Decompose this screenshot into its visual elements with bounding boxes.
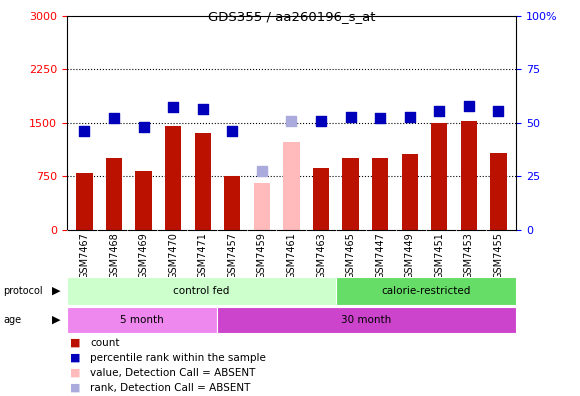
Point xyxy=(375,115,385,121)
Bar xyxy=(313,168,329,230)
Text: 30 month: 30 month xyxy=(341,315,392,325)
Bar xyxy=(136,171,152,230)
Text: ■: ■ xyxy=(70,352,81,363)
Text: count: count xyxy=(90,337,119,348)
Point xyxy=(494,108,503,114)
Bar xyxy=(461,121,477,230)
Bar xyxy=(165,126,182,230)
Point xyxy=(198,105,208,112)
Bar xyxy=(253,183,270,230)
Bar xyxy=(224,175,241,230)
Text: ■: ■ xyxy=(70,367,81,378)
Bar xyxy=(67,277,336,305)
Text: ▶: ▶ xyxy=(52,315,61,325)
Bar xyxy=(195,133,211,230)
Text: rank, Detection Call = ABSENT: rank, Detection Call = ABSENT xyxy=(90,383,251,393)
Point xyxy=(80,128,89,134)
Point xyxy=(346,114,355,120)
Point xyxy=(464,103,473,109)
Text: ■: ■ xyxy=(70,337,81,348)
Point xyxy=(434,107,444,114)
Point xyxy=(405,114,414,120)
Bar xyxy=(67,307,216,333)
Bar xyxy=(431,124,447,230)
Bar xyxy=(372,158,388,230)
Bar xyxy=(490,153,506,230)
Text: control fed: control fed xyxy=(173,286,230,296)
Point xyxy=(139,124,148,130)
Bar xyxy=(77,173,93,230)
Point xyxy=(228,128,237,135)
Point xyxy=(287,118,296,124)
Text: 5 month: 5 month xyxy=(119,315,164,325)
Text: percentile rank within the sample: percentile rank within the sample xyxy=(90,352,266,363)
Bar xyxy=(336,277,516,305)
Text: ▶: ▶ xyxy=(52,286,61,296)
Text: GDS355 / aa260196_s_at: GDS355 / aa260196_s_at xyxy=(208,10,375,23)
Text: protocol: protocol xyxy=(3,286,42,296)
Point xyxy=(110,114,119,121)
Bar xyxy=(401,154,418,230)
Point xyxy=(169,104,178,110)
Text: ■: ■ xyxy=(70,383,81,393)
Bar xyxy=(106,158,122,230)
Text: calorie-restricted: calorie-restricted xyxy=(382,286,471,296)
Bar xyxy=(216,307,516,333)
Text: value, Detection Call = ABSENT: value, Detection Call = ABSENT xyxy=(90,367,255,378)
Bar xyxy=(283,142,300,230)
Point xyxy=(316,118,325,124)
Text: age: age xyxy=(3,315,21,325)
Point xyxy=(258,168,267,174)
Bar xyxy=(342,158,358,230)
